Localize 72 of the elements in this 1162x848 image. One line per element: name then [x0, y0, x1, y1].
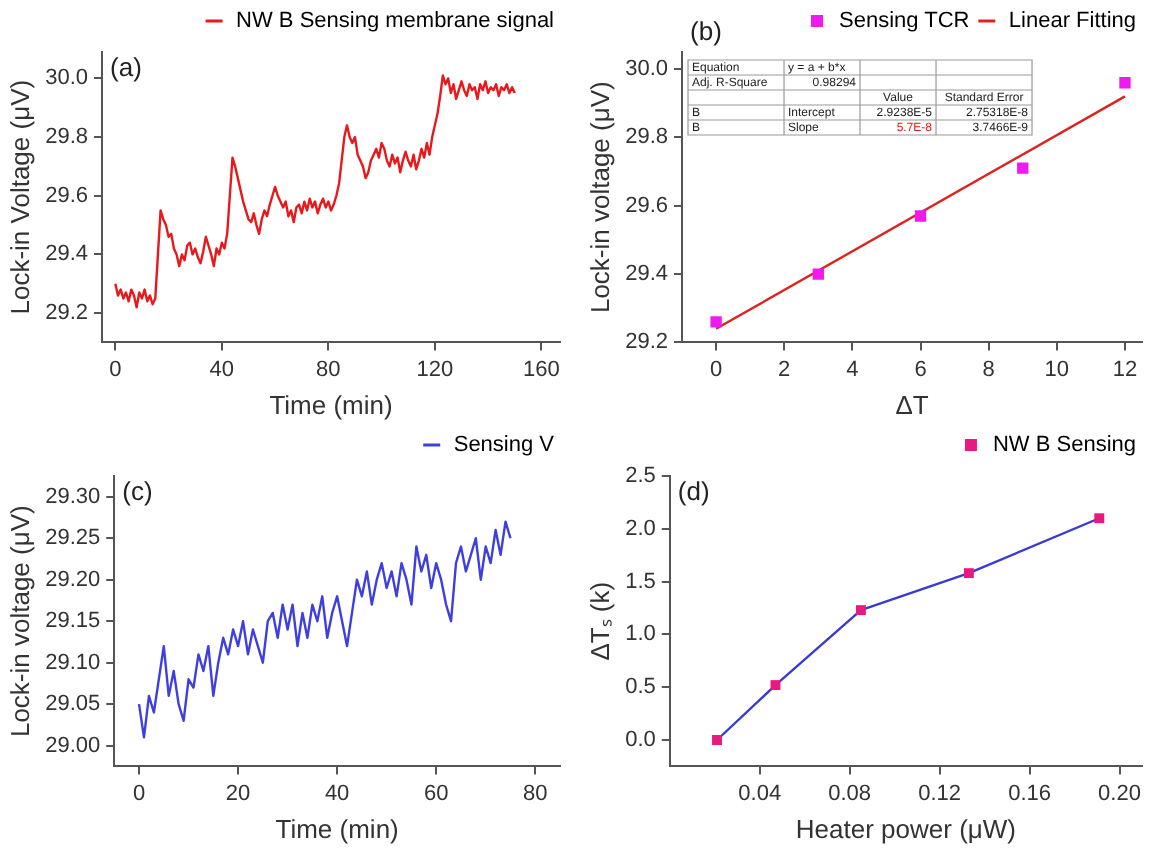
y-axis-title: Lock-in voltage (μV): [4, 505, 35, 738]
point: [914, 210, 927, 222]
x-axis-title: Heater power (μW): [795, 813, 1016, 844]
point: [1017, 162, 1029, 174]
y-tick-label: 29.05: [45, 692, 101, 717]
y-tick-label: 29.25: [45, 526, 101, 551]
x-tick-label: 10: [1044, 357, 1070, 382]
y-tick-label: 29.8: [625, 125, 669, 150]
x-tick-label: 0: [109, 357, 122, 382]
y-tick-label: 29.10: [45, 650, 101, 675]
x-tick-label: 80: [316, 357, 341, 382]
point: [1094, 513, 1105, 524]
legend-label: Linear Fitting: [1008, 9, 1137, 34]
x-tick-label: 12: [1112, 357, 1138, 382]
y-tick-label: 0.0: [625, 728, 656, 753]
point: [712, 735, 722, 745]
y-axis-title: Lock-in Voltage (μV): [4, 79, 35, 315]
x-axis-title: ΔT: [895, 389, 929, 420]
y-tick-label: 2.5: [625, 464, 656, 489]
y-tick-label: 29.20: [45, 567, 101, 592]
y-tick-label: 0.5: [625, 675, 656, 700]
y-tick-label: 29.30: [45, 484, 101, 509]
text: (b): [690, 16, 722, 47]
x-tick-label: 0.04: [738, 781, 782, 806]
x-tick-label: 40: [209, 357, 235, 382]
point: [855, 605, 866, 616]
x-tick-label: 8: [982, 357, 995, 382]
y-tick-label: 29.6: [45, 183, 89, 208]
y-tick-label: 29.4: [625, 262, 669, 287]
y-axis-title: Lock-in voltage (μV): [584, 81, 615, 314]
y-tick-label: 2.0: [625, 516, 656, 541]
x-tick-label: 80: [522, 781, 548, 806]
point: [1119, 77, 1131, 89]
point: [812, 268, 824, 280]
annotation: (c): [122, 476, 153, 507]
point: [963, 568, 974, 579]
annotation: (a): [110, 52, 142, 83]
x-tick-label: 20: [225, 781, 251, 806]
x-tick-label: 0: [132, 781, 146, 806]
y-tick-label: 29.6: [625, 193, 669, 218]
x-tick-label: 6: [914, 357, 927, 382]
point: [770, 680, 781, 691]
x-tick-label: 0.20: [1098, 781, 1141, 806]
x-axis-title: Time (min): [269, 389, 393, 420]
y-axis-title: ΔTₛ (k): [584, 581, 615, 661]
x-tick-label: 0.12: [918, 781, 962, 806]
x-tick-label: 2: [778, 357, 791, 382]
legend-label: NW B Sensing membrane signal: [236, 9, 555, 34]
x-tick-label: 0.16: [1008, 781, 1051, 806]
x-tick-label: 4: [846, 357, 859, 382]
x-axis-title: Time (min): [275, 813, 399, 844]
y-tick-label: 1.0: [625, 622, 656, 647]
x-tick-label: 120: [416, 357, 454, 382]
point: [710, 316, 722, 328]
annotation: (d): [677, 476, 710, 507]
y-tick-label: 29.00: [45, 733, 101, 758]
legend-label: Sensing TCR: [838, 9, 970, 34]
y-tick-label: 29.2: [45, 301, 89, 326]
y-tick-label: 29.15: [45, 609, 101, 634]
y-tick-label: 29.8: [45, 125, 89, 150]
legend-label: Sensing V: [453, 433, 556, 458]
x-tick-label: 40: [324, 781, 350, 806]
x-tick-label: 60: [423, 781, 449, 806]
y-tick-label: 1.5: [625, 569, 656, 594]
x-tick-label: 0: [709, 357, 723, 382]
y-tick-label: 30.0: [45, 66, 89, 91]
x-tick-label: 0.08: [828, 781, 872, 806]
legend-label: NW B Sensing: [992, 433, 1137, 458]
y-tick-label: 29.2: [625, 330, 669, 355]
y-tick-label: 30.0: [625, 57, 669, 82]
y-tick-label: 29.4: [45, 242, 89, 267]
x-tick-label: 160: [523, 357, 560, 382]
